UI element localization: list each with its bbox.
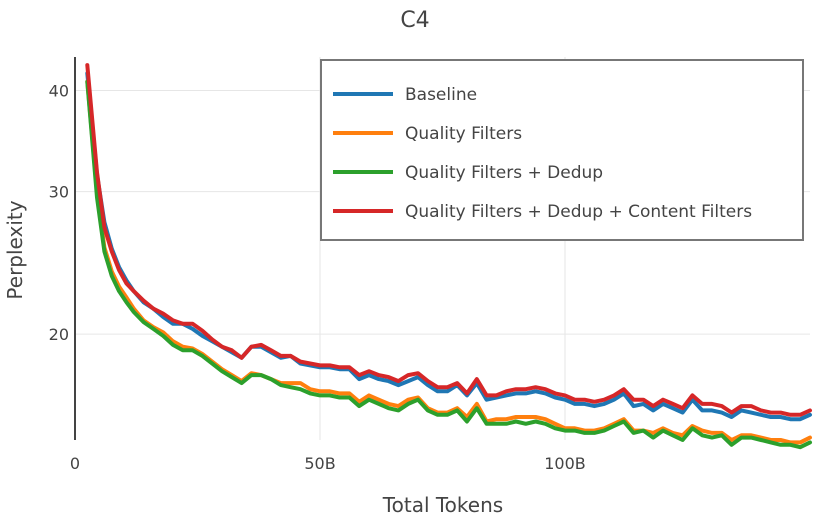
series-line-4 (85, 63, 812, 417)
legend-label: Quality Filters + Dedup + Content Filter… (405, 202, 752, 222)
legend-box (320, 59, 804, 241)
tick-labels: 0 50B 100B 20 30 40 (49, 82, 586, 473)
series-line-1 (85, 71, 812, 422)
legend-label: Quality Filters + Dedup (405, 163, 603, 183)
x-tick-label: 50B (304, 454, 335, 473)
y-tick-label: 40 (49, 82, 69, 101)
x-tick-label: 0 (70, 454, 80, 473)
legend-label: Quality Filters (405, 124, 522, 144)
plot-area (85, 63, 812, 450)
series-line-3 (85, 79, 812, 450)
chart-title: C4 (400, 8, 429, 33)
x-axis-title: Total Tokens (382, 493, 503, 517)
legend-label: Baseline (405, 85, 477, 105)
x-tick-label: 100B (544, 454, 586, 473)
y-tick-label: 20 (49, 325, 69, 344)
legend: Baseline Quality Filters Quality Filters +… (320, 59, 804, 241)
y-tick-label: 30 (49, 183, 69, 202)
y-axis-title: Perplexity (3, 200, 27, 299)
